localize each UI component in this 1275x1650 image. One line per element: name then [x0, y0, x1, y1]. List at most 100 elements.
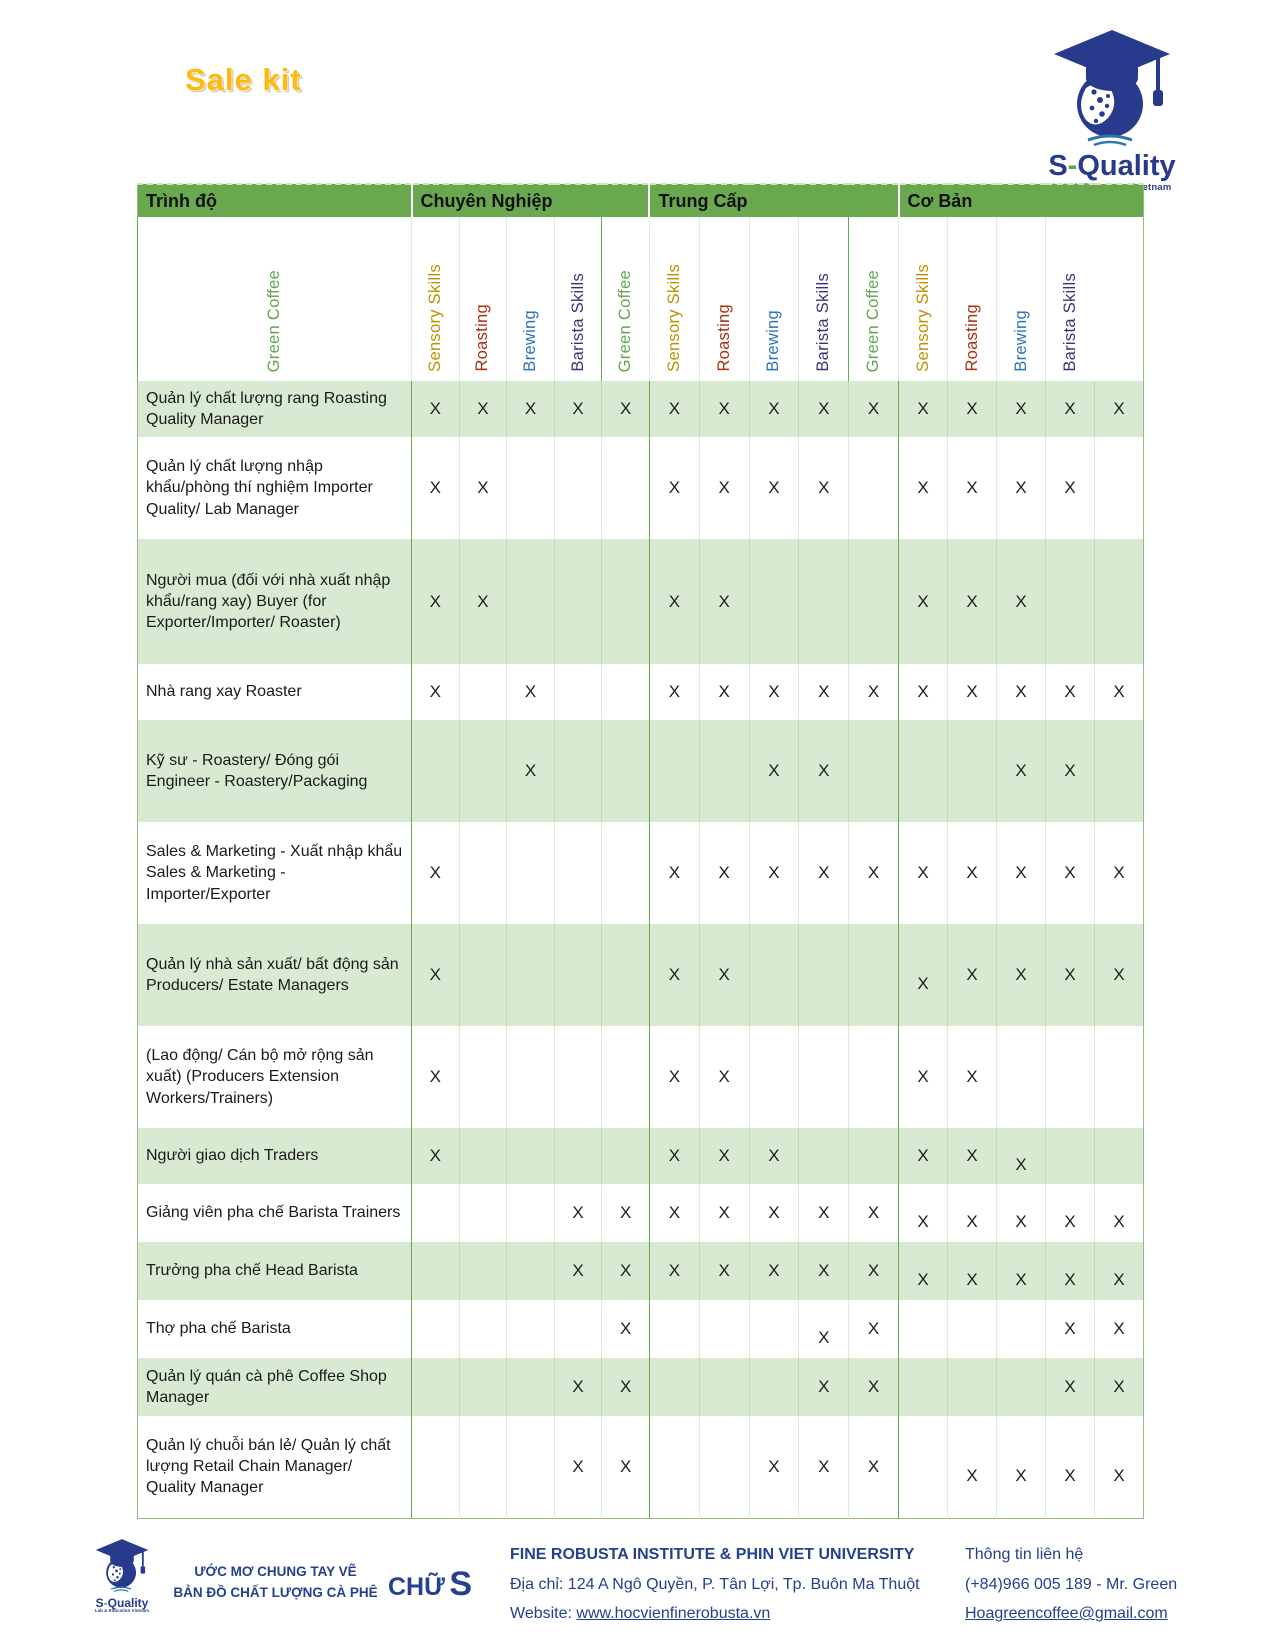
footer-contact-info: Thông tin liên hệ (+84)966 005 189 - Mr.… [965, 1540, 1177, 1629]
mark-cell: X [947, 1128, 997, 1184]
table-row: (Lao động/ Cán bộ mở rộng sản xuất) (Pro… [138, 1026, 1144, 1128]
mark-cell [506, 1026, 555, 1128]
mark-cell: X [748, 664, 799, 720]
table-row: Người mua (đối với nhà xuất nhập khẩu/ra… [137, 539, 1144, 664]
mark-cell [506, 924, 555, 1026]
mark-cell [411, 1416, 460, 1518]
mark-cell [458, 720, 507, 822]
mark-cell: X [1094, 924, 1144, 1026]
mark-cell [1045, 1128, 1095, 1184]
mark-cell: X [1045, 381, 1095, 437]
mark-cell: X [898, 924, 948, 1026]
mark-cell: X [648, 539, 700, 664]
mark-cell: X [1045, 1358, 1095, 1416]
mark-cell [553, 1300, 602, 1358]
skill-header-sensory-skills: Sensory Skills [411, 217, 460, 381]
section-header-professional: Chuyên Nghiệp [410, 184, 650, 217]
row-label: Người mua (đối với nhà xuất nhập khẩu/ra… [146, 571, 391, 632]
mark-cell [458, 924, 507, 1026]
row-label: Sales & Marketing - Xuất nhập khẩu Sales… [146, 843, 403, 903]
footer-institute-info: FINE ROBUSTA INSTITUTE & PHIN VIET UNIVE… [510, 1540, 920, 1629]
mark-cell [848, 924, 899, 1026]
mark-cell [996, 1026, 1046, 1128]
email-link[interactable]: Hoagreencoffee@gmail.com [965, 1605, 1168, 1623]
mark-cell: X [411, 381, 460, 437]
mark-cell [898, 1358, 948, 1416]
mark-cell: X [848, 1358, 899, 1416]
skill-header-barista-skills: Barista Skills [553, 217, 602, 381]
table-row: Người giao dịch Traders X X X X X X X [137, 1128, 1144, 1184]
row-label: Người giao dịch Traders [146, 1147, 319, 1165]
mark-cell: X [898, 1026, 948, 1128]
mark-cell [848, 539, 899, 664]
table-row: Quản lý nhà sản xuất/ bất động sản Produ… [137, 924, 1144, 1026]
mark-cell [601, 1026, 650, 1128]
mark-cell: X [798, 1300, 849, 1358]
table-row: Giảng viên pha chế Barista Trainers X X X X X… [138, 1184, 1144, 1242]
mark-cell: X [411, 924, 460, 1026]
mark-cell: X [947, 664, 997, 720]
mark-cell: X [1045, 1416, 1095, 1518]
row-label: Quản lý chất lượng rang Roasting Quality… [146, 389, 387, 428]
mark-cell [748, 1026, 799, 1128]
mark-cell: X [848, 664, 899, 720]
mark-cell: X [947, 924, 997, 1026]
mark-cell [798, 1026, 849, 1128]
mark-cell [506, 822, 555, 924]
mark-cell: X [1094, 1242, 1144, 1300]
skill-header-row: Green Coffee Sensory Skills Roasting Brewin… [137, 217, 1144, 381]
contact-email: Hoagreencoffee@gmail.com [965, 1599, 1177, 1629]
mark-cell: X [648, 1026, 700, 1128]
mark-cell: X [698, 437, 750, 539]
mark-cell: X [553, 1242, 602, 1300]
mark-cell [601, 924, 650, 1026]
mark-cell: X [947, 437, 997, 539]
mark-cell [601, 539, 650, 664]
mark-cell [601, 822, 650, 924]
mark-cell [748, 1358, 799, 1416]
mark-cell [947, 720, 997, 822]
mark-cell [1094, 437, 1144, 539]
mark-cell: X [648, 1128, 700, 1184]
mark-cell: X [898, 664, 948, 720]
mark-cell [848, 720, 899, 822]
mark-cell [458, 1416, 507, 1518]
mark-cell: X [748, 1128, 799, 1184]
mark-cell [411, 1184, 460, 1242]
mark-cell: X [798, 822, 849, 924]
mark-cell: X [458, 381, 507, 437]
mark-cell [553, 1026, 602, 1128]
mark-cell [506, 1358, 555, 1416]
table-row: Quản lý chuỗi bán lẻ/ Quản lý chất lượng… [138, 1416, 1144, 1518]
mark-cell: X [748, 720, 799, 822]
mark-cell [996, 1300, 1046, 1358]
mark-cell [848, 1026, 899, 1128]
mark-cell: X [748, 1242, 799, 1300]
mark-cell: X [1094, 1184, 1144, 1242]
mark-cell: X [601, 381, 650, 437]
mark-cell [411, 1358, 460, 1416]
mark-cell [848, 437, 899, 539]
mark-cell [648, 1416, 700, 1518]
website-link[interactable]: www.hocvienfinerobusta.vn [576, 1605, 771, 1623]
mark-cell [798, 924, 849, 1026]
mark-cell: X [1094, 1358, 1144, 1416]
mark-cell: X [898, 1242, 948, 1300]
mark-cell [1045, 1026, 1095, 1128]
skill-header-sensory-skills: Sensory Skills [898, 217, 948, 381]
mark-cell: X [698, 664, 750, 720]
mark-cell: X [411, 822, 460, 924]
mark-cell: X [1045, 1300, 1095, 1358]
mark-cell: X [1045, 720, 1095, 822]
mark-cell [748, 924, 799, 1026]
mark-cell [1094, 1128, 1144, 1184]
footer-slogan: ƯỚC MƠ CHUNG TAY VẼ BẢN ĐỒ CHẤT LƯỢNG CÀ… [173, 1564, 378, 1600]
row-label: Quản lý chất lượng nhập khẩu/phòng thí n… [146, 458, 373, 518]
mark-cell [553, 664, 602, 720]
logo-tagline: Lab & Education Vietnam [94, 1608, 150, 1613]
mark-cell: X [798, 1358, 849, 1416]
mark-cell: X [553, 381, 602, 437]
mark-cell [648, 720, 700, 822]
skill-header-green-coffee: Green Coffee [848, 217, 899, 381]
mark-cell: X [698, 381, 750, 437]
